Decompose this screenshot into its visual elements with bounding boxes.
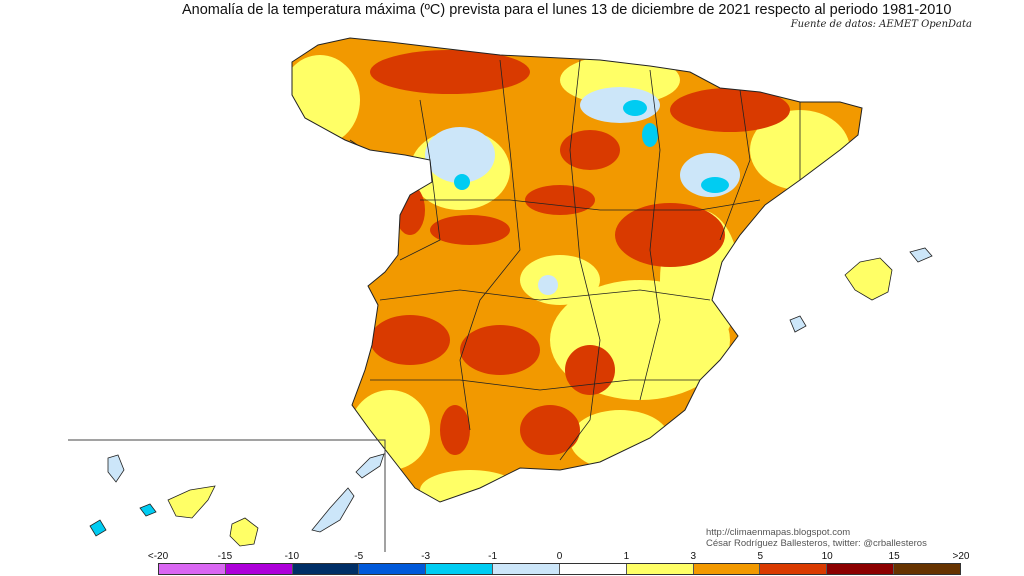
legend-swatch xyxy=(760,564,828,574)
legend-swatch xyxy=(894,564,960,574)
legend-tick-label: -1 xyxy=(488,551,498,562)
balearic-islands xyxy=(789,247,933,333)
legend-swatch xyxy=(827,564,895,574)
data-source: Fuente de datos: AEMET OpenData xyxy=(790,19,972,30)
anomaly-neg3-neg1-areas xyxy=(454,100,729,193)
legend-tick-label: 15 xyxy=(888,551,900,562)
legend-tick-label: 3 xyxy=(690,551,697,562)
credit-author: César Rodríguez Ballesteros, twitter: @c… xyxy=(706,538,927,549)
color-legend xyxy=(158,563,961,575)
legend-swatch xyxy=(559,564,627,574)
legend-swatch xyxy=(292,564,360,574)
province-borders xyxy=(349,59,801,461)
legend-tick-label: -5 xyxy=(354,551,364,562)
map-title: Anomalía de la temperatura máxima (ºC) p… xyxy=(182,2,952,18)
legend-swatch xyxy=(426,564,494,574)
legend-tick-label: -15 xyxy=(217,551,233,562)
legend-swatch xyxy=(693,564,761,574)
legend-swatch xyxy=(159,564,226,574)
canary-inset-border xyxy=(68,439,386,552)
credit-url: http://climaenmapas.blogspot.com xyxy=(706,527,851,538)
canary-islands xyxy=(89,453,385,547)
legend-swatch xyxy=(493,564,560,574)
mainland-spain xyxy=(292,38,862,502)
legend-tick-label: -10 xyxy=(284,551,300,562)
legend-tick-label: >20 xyxy=(952,551,970,562)
legend-swatch xyxy=(359,564,427,574)
legend-swatch xyxy=(225,564,293,574)
legend-swatch xyxy=(626,564,694,574)
legend-tick-label: 0 xyxy=(556,551,563,562)
legend-tick-label: 1 xyxy=(623,551,630,562)
legend-tick-label: 5 xyxy=(757,551,764,562)
legend-tick-label: <-20 xyxy=(147,551,169,562)
legend-tick-label: -3 xyxy=(421,551,431,562)
spain-coastline xyxy=(291,37,863,503)
credit-block: http://climaenmapas.blogspot.com César R… xyxy=(706,527,927,549)
legend-tick-label: 10 xyxy=(821,551,833,562)
